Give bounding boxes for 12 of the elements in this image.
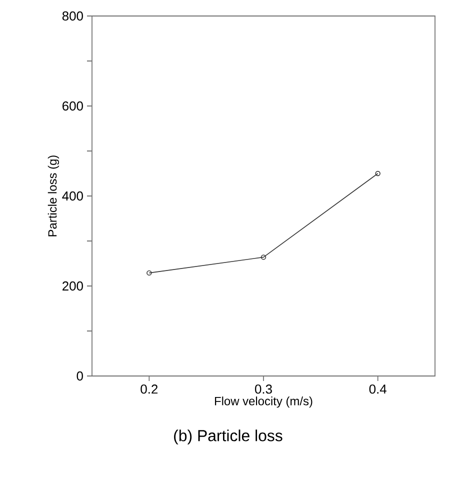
y-tick-label: 600 [62,101,83,111]
y-axis-title: Particle loss (g) [48,156,60,236]
y-tick-label: 400 [62,191,83,201]
x-tick-label: 0.4 [369,384,386,394]
x-tick-label: 0.2 [140,384,158,394]
x-axis-title: Flow velocity (m/s) [215,396,312,408]
y-tick-label: 800 [62,11,83,21]
y-tick-label: 0 [76,371,83,381]
point [260,254,266,260]
text: (b) Particle loss [174,430,282,444]
y-tick-label: 200 [62,281,83,291]
x-tick-label: 0.3 [255,384,272,394]
